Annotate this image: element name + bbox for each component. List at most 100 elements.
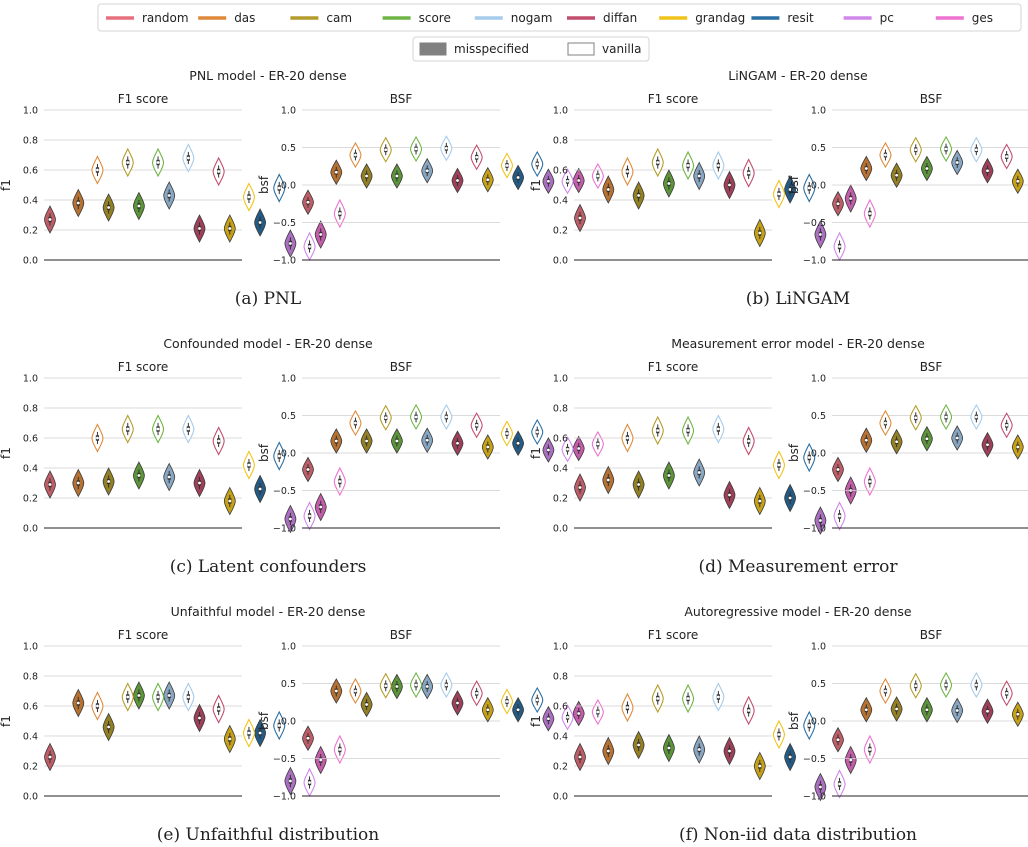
f1-violin-grandag-vanilla-median <box>247 463 251 467</box>
bsf-violin-score-vanilla-median <box>944 415 948 419</box>
bsf-violin-random-misspecified-median <box>836 738 840 742</box>
bsf-violin-das-vanilla-median <box>884 689 887 693</box>
f1-violin-ges-vanilla-median <box>338 480 342 483</box>
f1-violin-cam-vanilla-median <box>126 161 130 164</box>
f1-violin-pc-vanilla-median <box>308 514 311 518</box>
legend-label-grandag: grandag <box>695 11 745 25</box>
f1-violin-das-misspecified-median <box>606 478 610 482</box>
bsf-violin-pc-misspecified-median <box>547 717 550 721</box>
bsf-violin-das-misspecified-median <box>334 689 338 693</box>
f1-violin-resit-misspecified-median <box>788 188 792 191</box>
bsf-violin-ges-vanilla-median <box>596 710 600 714</box>
bsf-violin-grandag-misspecified-median <box>1016 445 1020 449</box>
panel-caption: (d) Measurement error <box>698 557 898 577</box>
bsf-tick-label: 0.5 <box>811 679 826 690</box>
f1-violin-score-misspecified-median <box>667 746 671 750</box>
bsf-tick-label: 1.0 <box>811 642 826 653</box>
f1-violin-cam-misspecified-median <box>107 725 110 729</box>
f1-violin-resit-misspecified-median <box>258 731 262 735</box>
f1-tick-label: 0.4 <box>553 732 568 743</box>
f1-violin-nogam-misspecified-median <box>697 174 701 178</box>
f1-violin-grandag-misspecified-median <box>758 231 762 235</box>
panel-caption: (e) Unfaithful distribution <box>157 825 380 845</box>
bsf-violin-grandag-vanilla-median <box>505 164 509 167</box>
legend-styles: misspecified vanilla <box>412 36 650 62</box>
f1-violin-pc-misspecified-median <box>289 779 292 783</box>
bsf-violin-nogam-vanilla-median <box>444 146 448 150</box>
f1-subplot-title: F1 score <box>118 92 169 106</box>
bsf-violin-nogam-misspecified-median <box>425 169 429 173</box>
bsf-violin-pc-vanilla-median <box>566 715 569 719</box>
bsf-violin-score-vanilla-median <box>414 415 418 419</box>
f1-violin-ges-vanilla-median <box>868 480 872 483</box>
bsf-violin-diffan-misspecified-median <box>986 709 989 713</box>
f1-violin-das-misspecified-median <box>76 201 80 205</box>
f1-violin-cam-vanilla-median <box>656 429 660 432</box>
bsf-violin-cam-vanilla-median <box>384 148 388 152</box>
bsf-violin-cam-misspecified-median <box>365 439 368 443</box>
bsf-violin-random-misspecified-median <box>306 200 310 204</box>
f1-violin-pc-vanilla-median <box>838 782 841 786</box>
f1-tick-label: 0.8 <box>553 136 568 147</box>
f1-violin-pc-vanilla-median <box>838 514 841 518</box>
bsf-violin-das-vanilla-median <box>354 689 357 693</box>
f1-tick-label: 0.6 <box>553 434 568 445</box>
bsf-violin-cam-misspecified-median <box>365 703 368 706</box>
f1-tick-label: 0.6 <box>553 166 568 177</box>
bsf-violin-score-misspecified-median <box>395 685 399 688</box>
bsf-tick-label: −0.5 <box>803 486 826 497</box>
bsf-violin-nogam-misspecified-median <box>425 438 429 442</box>
f1-violin-resit-vanilla-median <box>277 186 281 190</box>
panel-title: Measurement error model - ER-20 dense <box>671 336 925 351</box>
bsf-tick-label: 0.5 <box>281 411 296 422</box>
bsf-tick-label: 0.0 <box>281 717 296 728</box>
f1-violin-score-misspecified-median <box>137 694 141 697</box>
chart-panel-4: Measurement error model - ER-20 dense F1 … <box>529 336 1028 577</box>
f1-violin-das-vanilla-median <box>96 704 99 708</box>
f1-tick-label: 0.6 <box>553 702 568 713</box>
bsf-violin-resit-vanilla-median <box>535 162 539 166</box>
f1-violin-diffan-misspecified-median <box>728 493 731 497</box>
f1-violin-nogam-misspecified-median <box>697 471 701 474</box>
f1-tick-label: 0.8 <box>553 404 568 415</box>
f1-tick-label: 0.2 <box>553 762 568 773</box>
f1-subplot-title: F1 score <box>648 92 699 106</box>
f1-violin-random-misspecified-median <box>48 755 52 759</box>
f1-tick-label: 1.0 <box>23 106 38 117</box>
legend-style-swatch-vanilla <box>567 42 595 56</box>
bsf-violin-ges-vanilla-median <box>596 442 600 446</box>
f1-violin-nogam-vanilla-median <box>186 427 190 431</box>
panels: PNL model - ER-20 dense F1 score 0.0 0.2 0.4… <box>0 68 1028 845</box>
bsf-violin-cam-vanilla-median <box>384 416 388 420</box>
f1-violin-diffan-vanilla-median <box>217 170 221 173</box>
f1-violin-cam-misspecified-median <box>637 743 640 747</box>
bsf-tick-label: −0.5 <box>273 218 296 229</box>
bsf-violin-das-misspecified-median <box>334 170 338 174</box>
f1-tick-label: 0.0 <box>553 256 568 267</box>
f1-violin-pc-misspecified-median <box>819 233 822 236</box>
bsf-violin-diffan-vanilla-median <box>1005 155 1009 158</box>
bsf-violin-nogam-misspecified-median <box>955 436 959 440</box>
f1-tick-label: 0.4 <box>23 196 38 207</box>
bsf-tick-label: 0.5 <box>811 143 826 154</box>
panel-title: PNL model - ER-20 dense <box>189 68 347 83</box>
bsf-violin-nogam-vanilla-median <box>974 415 978 419</box>
f1-violin-pc-misspecified-median <box>819 519 822 522</box>
bsf-violin-diffan-misspecified-median <box>456 441 459 445</box>
bsf-violin-resit-misspecified-median <box>516 176 520 179</box>
bsf-violin-diffan-misspecified-median <box>986 169 989 173</box>
legend-methods: random das cam score nogam diffan grandag resit… <box>97 3 1022 32</box>
bsf-violin-pc-misspecified-median <box>547 179 550 183</box>
f1-tick-label: 0.0 <box>23 792 38 803</box>
bsf-violin-cam-misspecified-median <box>895 707 898 711</box>
bsf-y-label: bsf <box>787 711 801 730</box>
bsf-violin-pc-vanilla-median <box>566 179 569 183</box>
bsf-tick-label: −1.0 <box>803 256 826 267</box>
f1-subplot-title: F1 score <box>118 360 169 374</box>
f1-violin-resit-misspecified-median <box>788 496 792 500</box>
bsf-tick-label: 0.0 <box>281 449 296 460</box>
f1-tick-label: 1.0 <box>553 642 568 653</box>
f1-tick-label: 0.8 <box>23 404 38 415</box>
